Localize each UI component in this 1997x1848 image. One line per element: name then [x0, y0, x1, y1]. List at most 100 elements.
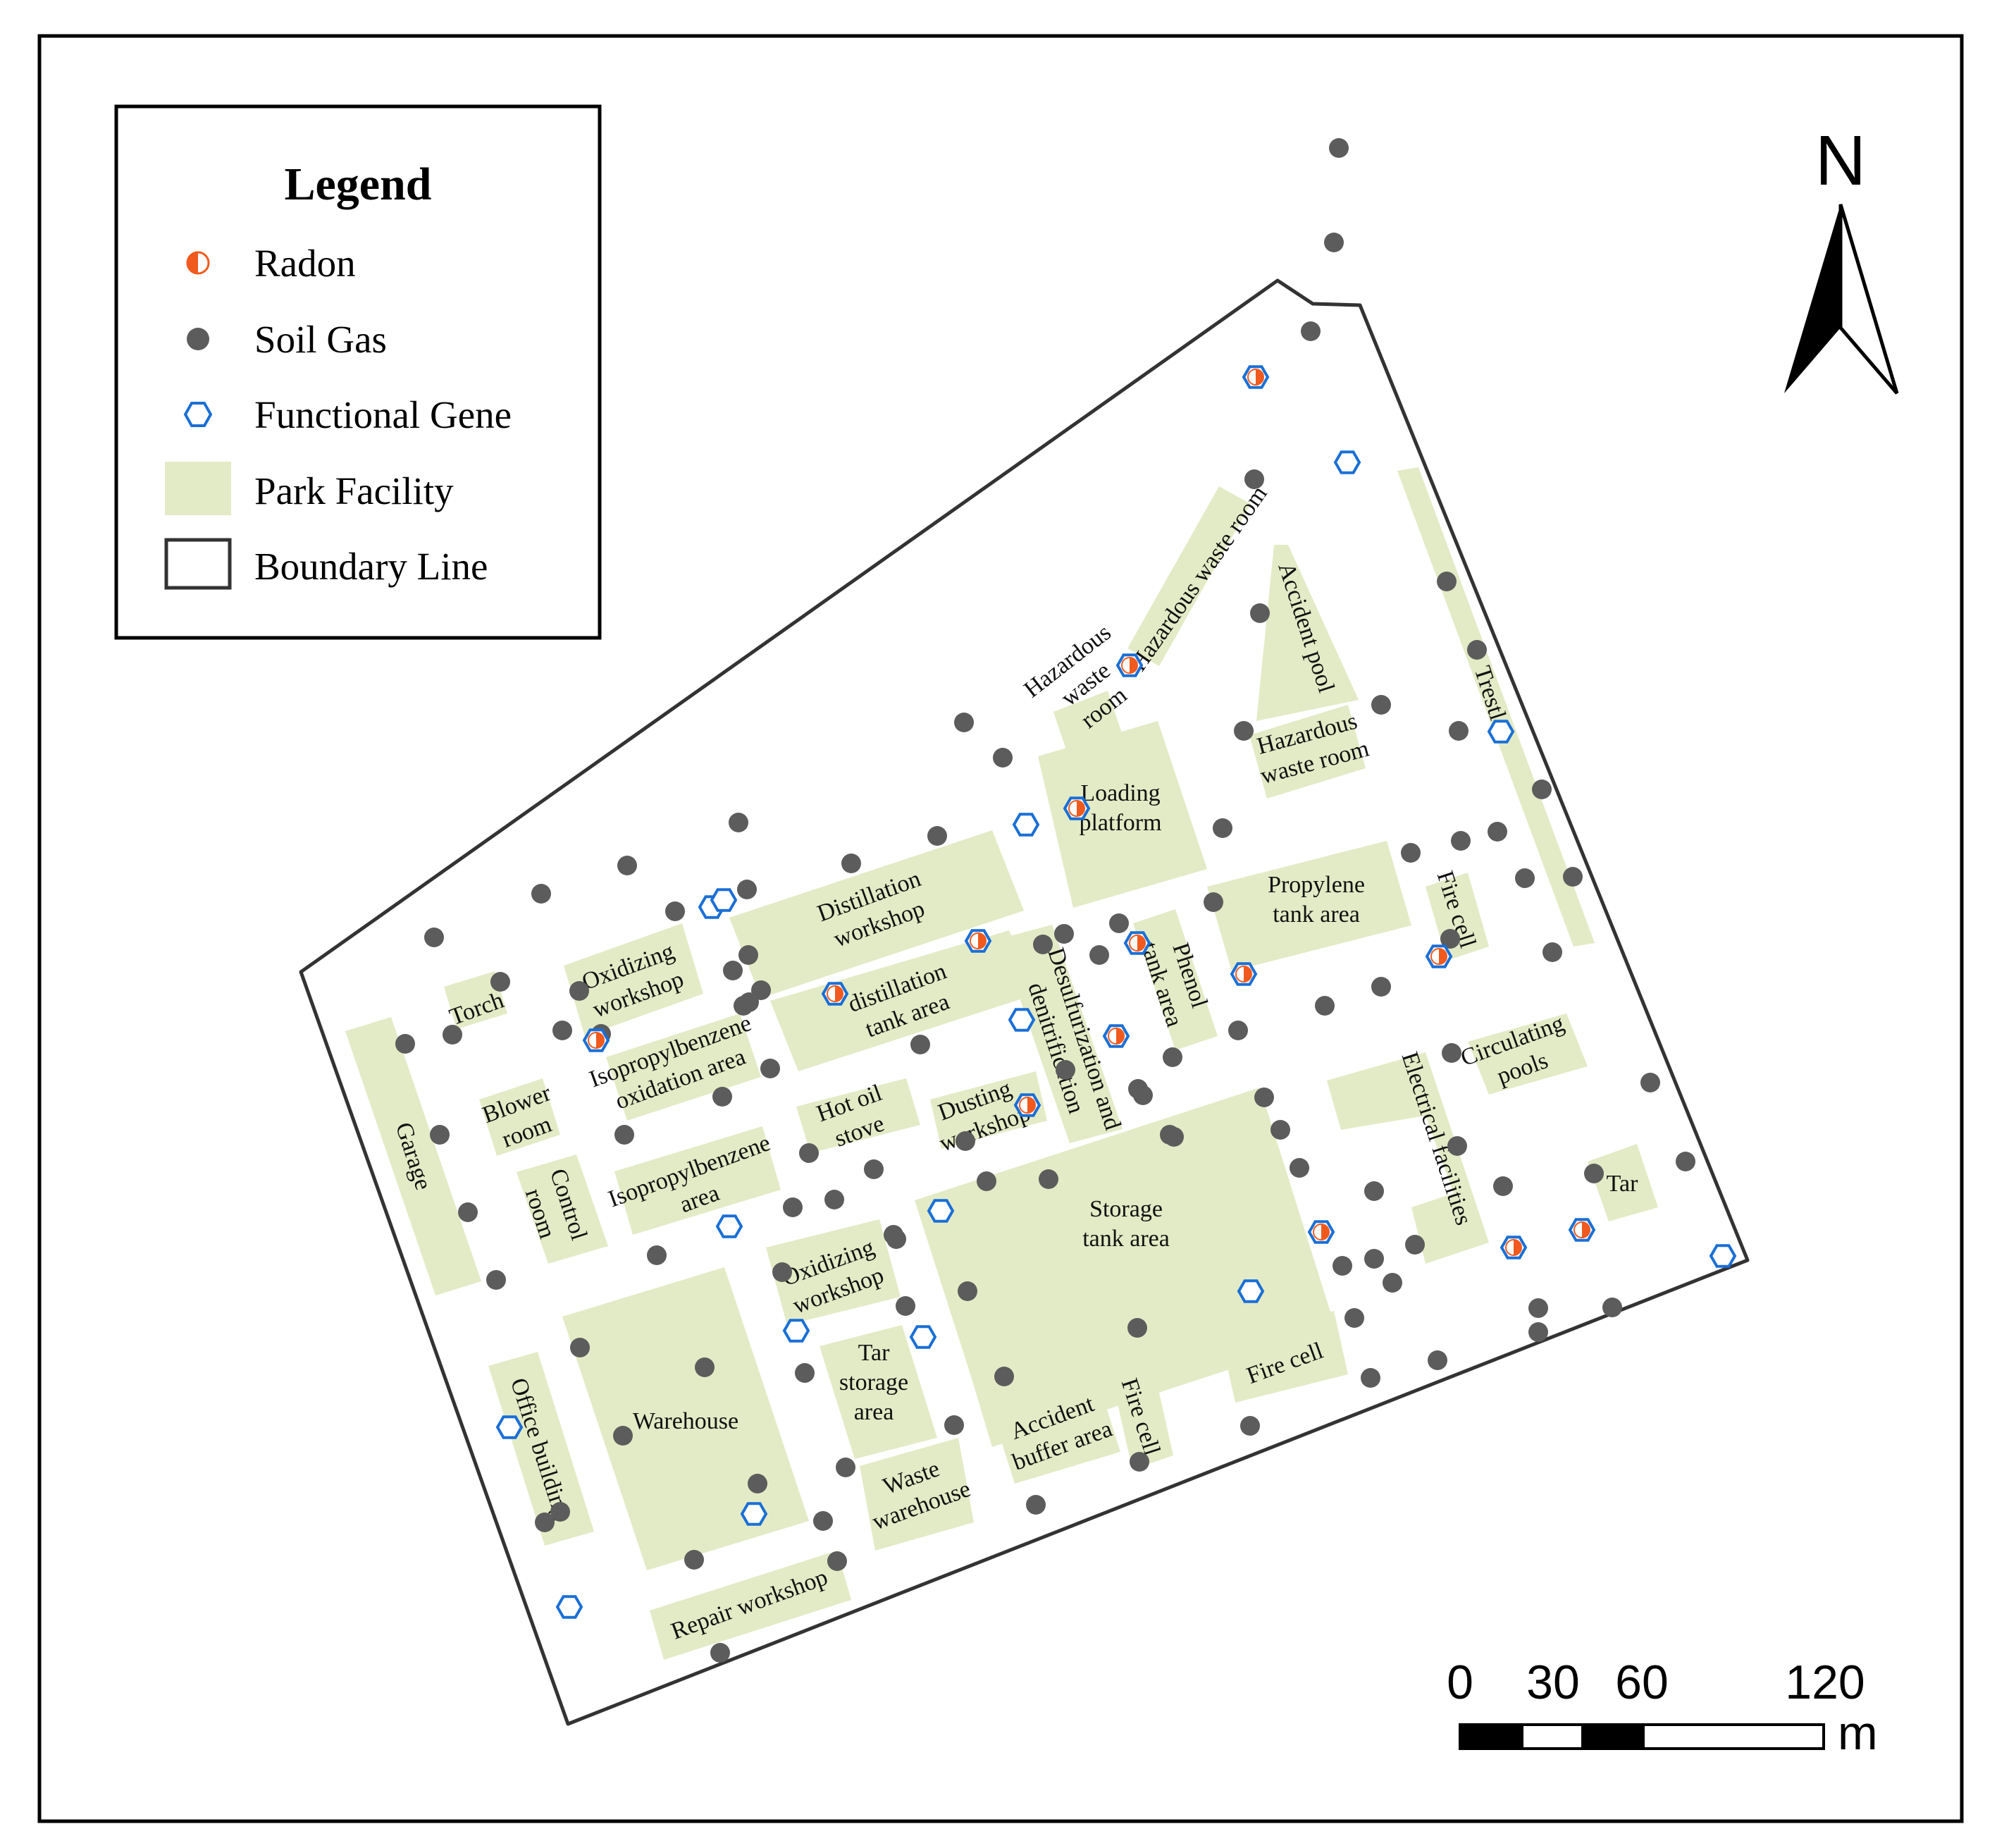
- functional-gene-point: [927, 1199, 955, 1223]
- functional-gene-point: [782, 1319, 810, 1343]
- soil-gas-point: [569, 981, 589, 1001]
- soil-gas-point: [1244, 469, 1264, 489]
- radon-point: [1313, 1224, 1330, 1240]
- facility-hazardous-waste-room-n: [1127, 486, 1251, 666]
- soil-gas-point: [1240, 1416, 1260, 1436]
- soil-gas-point: [1324, 233, 1344, 252]
- functional-gene-point: [1237, 1279, 1265, 1303]
- soil-gas-point: [1584, 1164, 1604, 1183]
- soil-gas-point: [760, 1059, 780, 1078]
- facility-fire-cell-se: [1221, 1311, 1348, 1403]
- map-frame: [37, 34, 1964, 1823]
- north-arrow-left-half-icon: [1784, 204, 1841, 393]
- scale-tick-60: 60: [1615, 1656, 1669, 1709]
- facility-label-warehouse: Warehouse: [633, 1408, 738, 1434]
- soil-gas-point: [613, 1426, 633, 1446]
- soil-gas-point: [1467, 640, 1487, 660]
- soil-gas-point: [729, 813, 748, 832]
- soil-gas-point: [1254, 1088, 1274, 1107]
- soil-gas-point: [1290, 1158, 1309, 1178]
- soil-gas-point: [1515, 868, 1535, 888]
- soil-gas-point: [783, 1197, 803, 1217]
- soil-gas-point: [443, 1025, 462, 1045]
- soil-gas-point: [695, 1357, 715, 1377]
- facility-repair-workshop: [650, 1551, 851, 1660]
- soil-gas-point: [1364, 1181, 1384, 1201]
- soil-gas-point: [813, 1511, 833, 1531]
- soil-gas-point: [531, 884, 551, 904]
- scale-tick-30: 30: [1526, 1656, 1580, 1709]
- north-arrow: N: [1784, 121, 1899, 395]
- soil-gas-point: [1676, 1152, 1695, 1171]
- radon-point: [1108, 1028, 1125, 1045]
- soil-gas-point: [799, 1143, 819, 1163]
- legend-title: Legend: [284, 159, 431, 210]
- soil-gas-point: [1451, 831, 1471, 851]
- soil-gas-point: [841, 854, 861, 873]
- soil-gas-point: [1449, 721, 1469, 741]
- legend: Legend Radon Soil Gas Functional Gene Pa…: [114, 104, 602, 640]
- scale-unit: m: [1838, 1706, 1878, 1760]
- facility-distillation-workshop: [729, 830, 1024, 998]
- soil-gas-point: [993, 748, 1013, 768]
- scale-tick-120: 120: [1785, 1656, 1865, 1709]
- soil-gas-point: [927, 826, 947, 846]
- facility-isopropylbenzene-area: [614, 1126, 781, 1235]
- radon-point: [1505, 1239, 1522, 1256]
- radon-point: [827, 985, 843, 1002]
- soil-gas-point: [1163, 1047, 1182, 1067]
- soil-gas-point: [1250, 603, 1270, 623]
- legend-label-soil-gas: Soil Gas: [254, 318, 387, 361]
- soil-gas-point: [1428, 1350, 1447, 1370]
- facility-oxidizing-workshop-n: [564, 923, 703, 1036]
- soil-gas-point: [723, 961, 743, 980]
- soil-gas-point: [1127, 1318, 1147, 1338]
- soil-gas-point: [430, 1125, 450, 1145]
- soil-gas-point: [1213, 818, 1232, 838]
- soil-gas-point: [1109, 913, 1129, 933]
- soil-gas-point: [1488, 822, 1507, 842]
- radon-point: [1019, 1097, 1036, 1114]
- soil-gas-point: [1056, 1060, 1075, 1080]
- soil-gas-point: [710, 1643, 730, 1663]
- soil-gas-point: [1640, 1073, 1660, 1092]
- soil-gas-point: [1026, 1495, 1046, 1515]
- soil-gas-point: [1054, 924, 1074, 944]
- facility-circulating-pools: [1468, 1014, 1588, 1095]
- legend-label-boundary-line: Boundary Line: [254, 545, 488, 588]
- soil-gas-point: [550, 1502, 570, 1522]
- soil-gas-point: [954, 713, 974, 732]
- functional-gene-point: [555, 1595, 583, 1619]
- legend-boundary-line-icon: [164, 538, 232, 590]
- soil-gas-point: [1033, 935, 1053, 954]
- functional-gene-point: [740, 1502, 768, 1526]
- soil-gas-point: [1333, 1256, 1352, 1276]
- radon-point: [588, 1032, 605, 1049]
- legend-radon-icon: [186, 251, 210, 275]
- functional-gene-point: [495, 1415, 524, 1439]
- soil-gas-point: [1542, 942, 1562, 962]
- soil-gas-point: [684, 1550, 704, 1570]
- soil-gas-point: [1301, 321, 1321, 341]
- soil-gas-point: [1405, 1235, 1425, 1255]
- soil-gas-point: [395, 1034, 415, 1054]
- scale-tick-0: 0: [1447, 1656, 1473, 1709]
- facility-electrical-facilities: [1327, 1052, 1489, 1264]
- facility-propylene-tank-area: [1207, 841, 1411, 971]
- soil-gas-point: [617, 856, 637, 875]
- facility-office-building: [488, 1352, 594, 1546]
- facility-control-room: [517, 1154, 608, 1264]
- soil-gas-point: [1315, 996, 1335, 1016]
- park-boundary-line: [299, 278, 1750, 1726]
- soil-gas-point: [1563, 867, 1583, 887]
- soil-gas-point: [490, 972, 510, 992]
- radon-point: [1235, 966, 1252, 982]
- soil-gas-point: [1234, 721, 1254, 741]
- soil-gas-point: [1401, 843, 1421, 863]
- soil-gas-point: [1361, 1368, 1380, 1388]
- soil-gas-point: [1528, 1298, 1548, 1318]
- soil-gas-point: [1602, 1298, 1622, 1317]
- soil-gas-point: [1344, 1308, 1364, 1328]
- radon-point: [1121, 657, 1138, 674]
- soil-gas-point: [1204, 892, 1223, 912]
